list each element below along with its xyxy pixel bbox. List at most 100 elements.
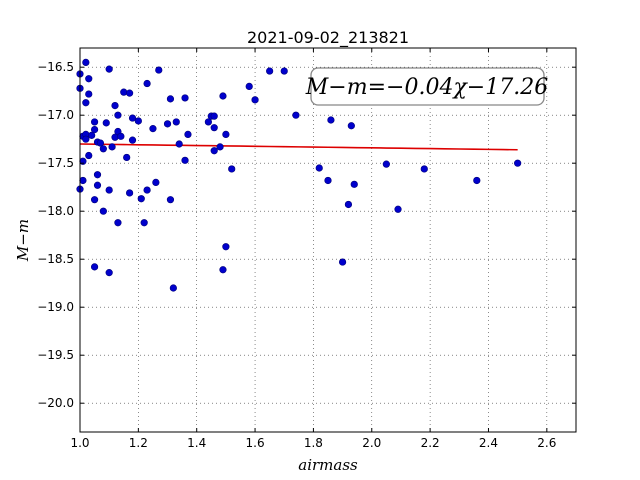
data-point: [82, 99, 90, 107]
data-point: [79, 176, 87, 185]
data-point: [123, 153, 131, 162]
x-tick-label: 2.6: [537, 436, 556, 450]
data-point: [128, 114, 137, 122]
data-point: [210, 112, 218, 120]
data-point: [155, 66, 163, 74]
data-point: [120, 88, 128, 96]
data-point: [347, 122, 355, 130]
data-point: [163, 120, 172, 128]
data-point: [90, 196, 99, 204]
data-point: [344, 200, 353, 209]
fit-line-layer: [79, 143, 518, 151]
data-point: [105, 269, 113, 277]
data-point: [251, 96, 259, 104]
data-point: [382, 160, 390, 168]
data-point: [126, 89, 134, 97]
data-point: [166, 95, 175, 103]
data-point: [108, 143, 116, 151]
annotation-box: M−m=−0.04χ−17.26: [305, 67, 548, 106]
y-tick-label: −18.0: [37, 204, 74, 218]
data-point: [85, 90, 93, 98]
data-point: [99, 207, 107, 215]
data-point: [96, 139, 105, 147]
data-point: [327, 116, 335, 124]
x-tick-label: 1.8: [304, 436, 323, 450]
data-point: [149, 125, 157, 133]
data-point: [172, 118, 180, 126]
y-tick-label: −19.5: [37, 348, 74, 362]
data-point: [169, 284, 177, 292]
data-point: [143, 186, 151, 194]
data-point: [90, 263, 99, 271]
data-point: [315, 164, 323, 172]
fit-equation: M−m=−0.04χ−17.26: [305, 75, 548, 100]
data-point: [184, 130, 192, 138]
axis-ticks: 1.0 1.2 1.4 1.6 1.8 2.0 2.2 2.4 2.6 −16.5 −17.0 −17…: [37, 48, 576, 450]
data-point: [126, 189, 134, 197]
data-point: [134, 117, 142, 125]
data-point: [420, 165, 428, 173]
data-point: [93, 181, 102, 189]
data-point: [99, 145, 107, 153]
data-point: [175, 140, 183, 148]
data-point: [514, 159, 522, 167]
data-point: [181, 94, 189, 102]
x-tick-label: 2.2: [421, 436, 440, 450]
data-point: [137, 195, 145, 203]
fit-line: [79, 143, 518, 151]
data-point: [117, 132, 125, 140]
y-tick-label: −19.0: [37, 300, 74, 314]
plot-frame: [79, 47, 577, 433]
data-point: [166, 196, 175, 204]
data-point: [88, 131, 96, 139]
data-point: [181, 156, 189, 164]
data-point: [473, 176, 481, 185]
data-point: [245, 82, 253, 90]
data-point: [85, 75, 93, 83]
data-point: [140, 219, 148, 227]
data-point: [105, 186, 113, 194]
data-point: [204, 118, 212, 126]
data-point: [210, 147, 218, 155]
data-point: [394, 205, 402, 213]
data-point: [90, 126, 99, 134]
data-point: [93, 171, 102, 179]
data-point: [102, 119, 110, 127]
y-tick-label: −17.5: [37, 156, 74, 170]
data-point: [105, 65, 113, 73]
data-point: [90, 118, 99, 126]
data-point: [350, 180, 358, 188]
data-point: [280, 67, 288, 75]
y-tick-label: −17.0: [37, 108, 74, 122]
y-tick-label: −20.0: [37, 396, 74, 410]
data-point: [82, 58, 90, 67]
data-point: [82, 135, 90, 143]
annotation-frame: [310, 67, 545, 106]
x-tick-label: 2.0: [362, 436, 381, 450]
data-point: [152, 178, 160, 186]
x-tick-label: 1.0: [70, 436, 89, 450]
data-point: [266, 67, 274, 75]
grid-lines: [79, 48, 576, 432]
data-point: [210, 124, 218, 132]
x-tick-label: 1.2: [129, 436, 148, 450]
data-point: [228, 165, 236, 173]
data-point: [222, 243, 230, 251]
data-point: [143, 79, 151, 88]
data-point: [85, 151, 93, 160]
data-points: [76, 58, 522, 292]
data-point: [219, 92, 227, 100]
data-point: [324, 176, 332, 185]
data-point: [219, 266, 227, 274]
y-axis-label: M−m: [14, 219, 32, 262]
data-point: [114, 111, 122, 119]
x-tick-label: 2.4: [479, 436, 498, 450]
data-point: [111, 101, 119, 110]
data-point: [338, 258, 347, 266]
data-point: [114, 219, 122, 227]
x-tick-label: 1.6: [246, 436, 265, 450]
data-point: [128, 136, 137, 144]
chart-title: 2021-09-02_213821: [247, 28, 409, 48]
